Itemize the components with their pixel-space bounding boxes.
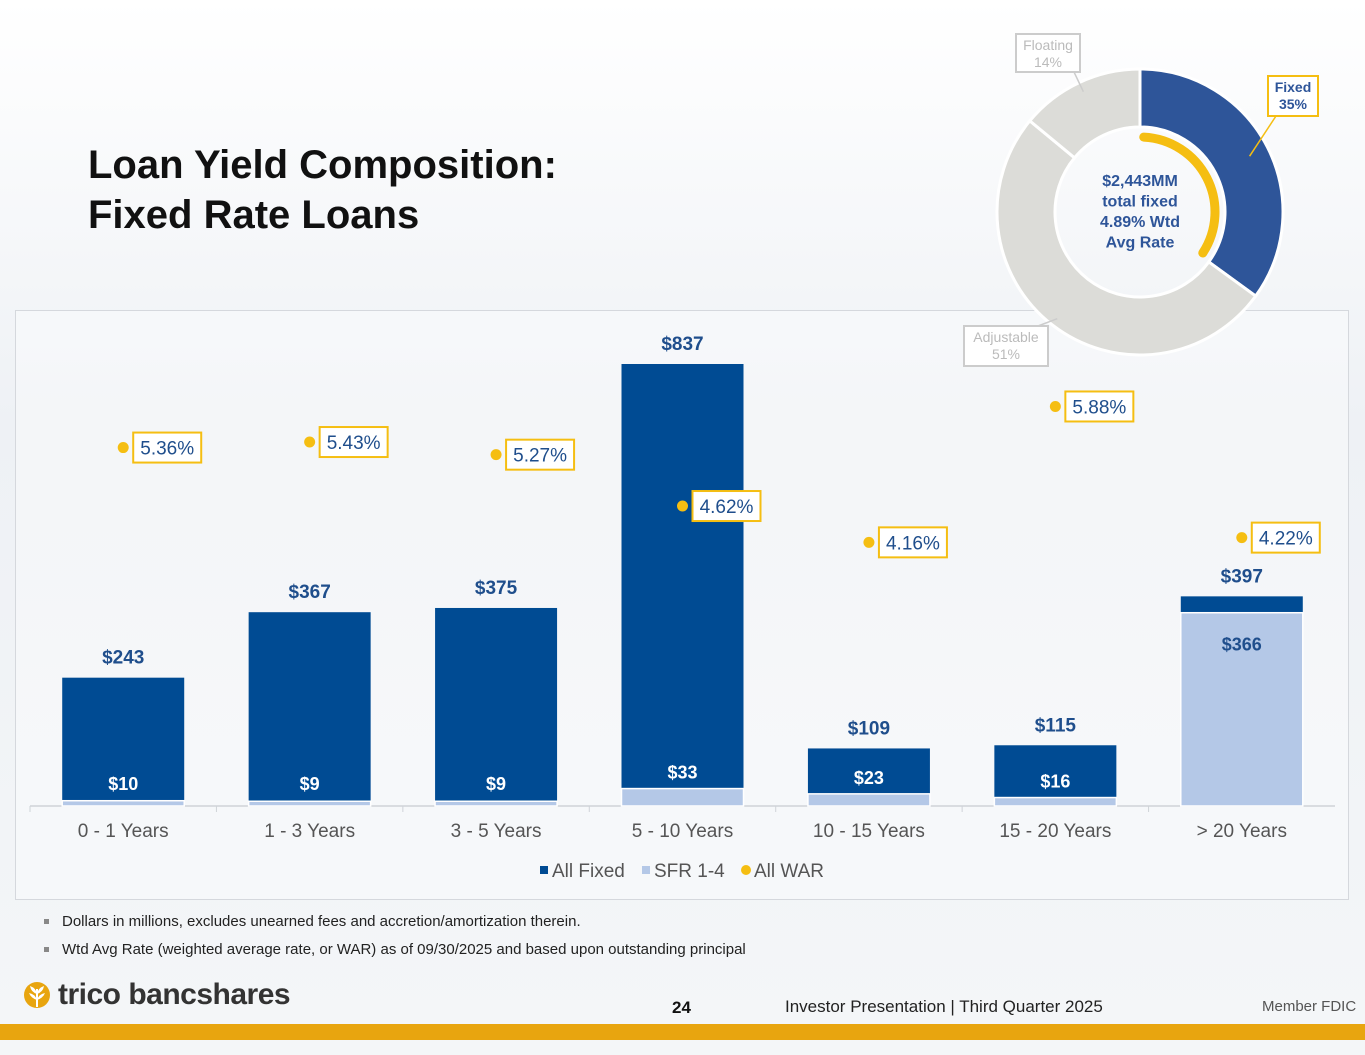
war-point — [304, 436, 316, 448]
donut-center-text: $2,443MM — [1102, 173, 1178, 190]
war-label-box — [505, 438, 576, 471]
war-label: 4.22% — [1259, 529, 1313, 550]
footnote-1: Dollars in millions, excludes unearned f… — [42, 912, 746, 940]
donut-slice-label: Adjustable — [973, 329, 1039, 345]
x-tick-label: 1 - 3 Years — [264, 821, 355, 842]
legend-swatch — [540, 866, 548, 874]
label-all-fixed: $375 — [475, 578, 518, 599]
bar-all-fixed — [248, 612, 371, 806]
wheat-icon — [24, 982, 50, 1008]
donut-slice — [1138, 67, 1285, 299]
donut-slice-label: Floating — [1023, 37, 1073, 53]
x-tick-label: 10 - 15 Years — [813, 821, 925, 842]
rate-arc — [1139, 132, 1220, 258]
label-sfr: $16 — [1040, 772, 1070, 792]
callout-box — [1015, 33, 1081, 73]
x-tick-label: 15 - 20 Years — [999, 821, 1111, 842]
title-line-2: Fixed Rate Loans — [88, 193, 420, 237]
footnotes: Dollars in millions, excludes unearned f… — [42, 912, 746, 968]
label-all-fixed: $397 — [1221, 566, 1263, 587]
war-point — [863, 536, 875, 548]
label-all-fixed: $109 — [848, 718, 890, 739]
legend-swatch — [741, 865, 751, 875]
page-title: Loan Yield Composition: Fixed Rate Loans — [88, 140, 557, 240]
legend-label: SFR 1-4 — [654, 861, 725, 882]
war-label: 5.27% — [513, 446, 567, 467]
label-all-fixed: $837 — [661, 334, 703, 355]
bar-all-fixed — [994, 745, 1117, 806]
callout-box — [1267, 75, 1319, 117]
bar-sfr — [620, 787, 745, 807]
war-label: 4.62% — [700, 497, 754, 518]
donut-slice — [995, 118, 1258, 357]
donut-chart: $2,443MM total fixed 4.89% Wtd Avg Rate Fixe… — [963, 33, 1319, 367]
label-all-fixed: $115 — [1035, 715, 1077, 736]
legend-label: All WAR — [754, 861, 824, 882]
war-label-box — [1064, 390, 1135, 423]
war-point — [490, 449, 502, 461]
war-label: 5.36% — [140, 439, 194, 460]
bar-sfr — [434, 800, 558, 807]
donut-slice — [1027, 67, 1142, 160]
war-label-box — [691, 490, 762, 523]
war-label-box — [318, 426, 389, 459]
bar-all-fixed — [62, 677, 185, 806]
war-label: 5.88% — [1072, 397, 1126, 418]
donut-center-text: Avg Rate — [1106, 235, 1175, 252]
donut-slice-value: 14% — [1034, 54, 1062, 70]
war-label: 4.16% — [886, 533, 940, 554]
company-logo: trico bancshares — [22, 978, 291, 1012]
callout-leader — [1037, 317, 1058, 327]
bar-sfr — [993, 796, 1118, 807]
war-label-box — [1250, 521, 1321, 554]
donut-center-text: total fixed — [1102, 194, 1178, 211]
label-sfr: $9 — [486, 774, 506, 794]
page-number: 24 — [672, 998, 691, 1017]
label-all-fixed: $243 — [102, 648, 144, 669]
legend-swatch — [642, 866, 650, 874]
label-sfr: $10 — [108, 774, 138, 794]
legend-label: All Fixed — [552, 861, 625, 882]
callout-box — [963, 325, 1049, 367]
bar-sfr — [1180, 611, 1304, 807]
callout-leader — [1248, 115, 1277, 157]
x-tick-label: 0 - 1 Years — [78, 821, 169, 842]
title-line-1: Loan Yield Composition: — [88, 143, 557, 187]
war-point — [1049, 400, 1061, 412]
x-tick-label: 3 - 5 Years — [451, 821, 542, 842]
war-label-box — [132, 431, 203, 464]
war-point — [1236, 532, 1248, 544]
war-label: 5.43% — [327, 433, 381, 454]
donut-center-text: 4.89% Wtd — [1100, 214, 1180, 231]
donut-slice-value: 51% — [992, 346, 1020, 362]
bar-sfr — [807, 793, 931, 807]
label-sfr: $9 — [300, 774, 320, 794]
footer-text: Investor Presentation | Third Quarter 20… — [785, 997, 1103, 1016]
war-point — [677, 500, 688, 512]
logo-text: trico bancshares — [58, 978, 291, 1011]
label-sfr: $33 — [667, 763, 697, 783]
label-sfr: $23 — [854, 768, 884, 788]
bar-all-fixed — [435, 607, 558, 806]
bar-sfr — [61, 799, 185, 807]
x-tick-label: > 20 Years — [1197, 821, 1287, 842]
label-all-fixed: $367 — [289, 582, 331, 603]
label-sfr: $366 — [1222, 635, 1262, 655]
bar-sfr — [247, 800, 372, 807]
war-label-box — [877, 526, 948, 559]
callout-leader — [1073, 71, 1085, 92]
bar-all-fixed — [621, 364, 744, 806]
donut-slice-label: Fixed — [1275, 79, 1312, 95]
x-tick-label: 5 - 10 Years — [632, 821, 733, 842]
member-fdic: Member FDIC — [1262, 998, 1357, 1015]
war-point — [117, 442, 129, 454]
bottom-accent-bar — [0, 1024, 1365, 1040]
donut-slice-value: 35% — [1279, 96, 1308, 112]
bar-chart: $243 $10 0 - 1 Years 5.36% $367 $9 1 - 3 Years… — [29, 334, 1335, 882]
footnote-2: Wtd Avg Rate (weighted average rate, or … — [42, 940, 746, 968]
